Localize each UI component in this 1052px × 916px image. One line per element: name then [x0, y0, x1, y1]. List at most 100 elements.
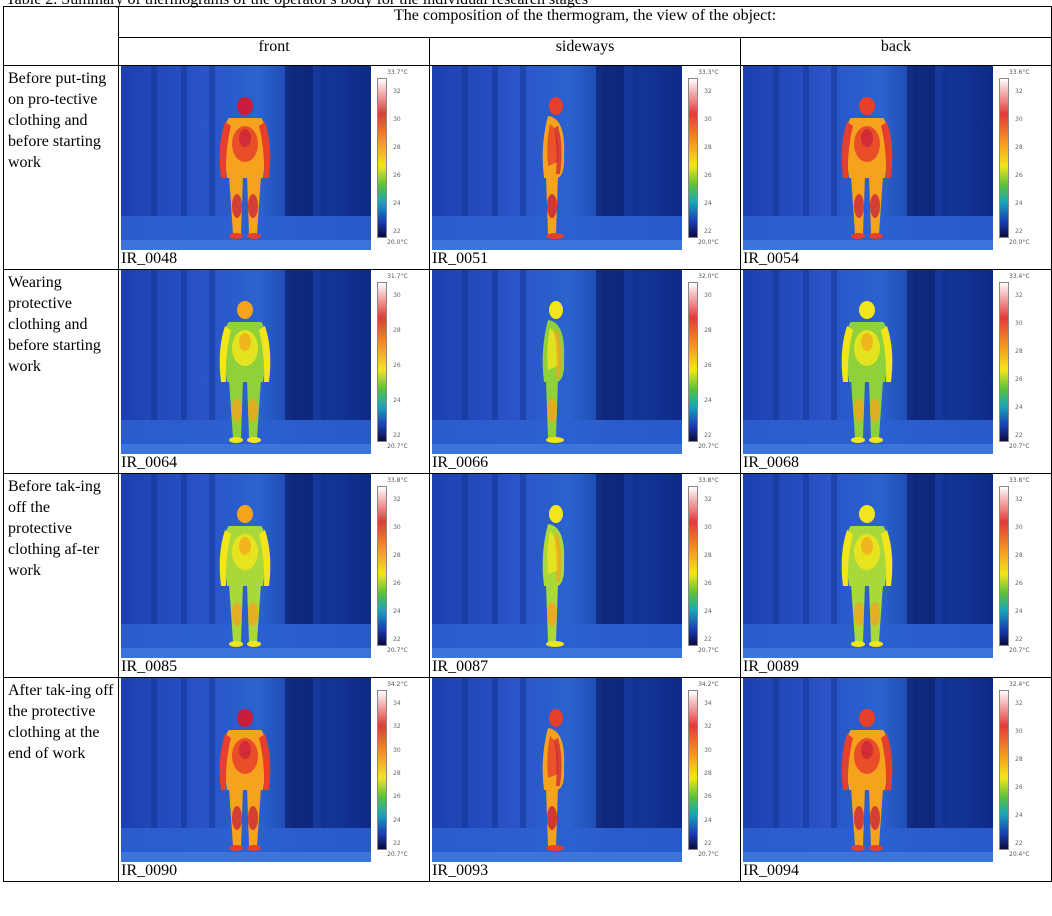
temperature-scale: 34.2°C 20.7°C 34 32 30 28 26 24 22 — [371, 678, 428, 862]
thermogram-cell: 33.7°C 20.0°C 32 30 28 26 24 22 IR_0048 — [118, 65, 431, 270]
thermogram-image: 33.8°C 20.7°C 32 30 28 26 24 22 — [121, 474, 428, 658]
super-header: The composition of the thermogram, the v… — [118, 6, 1052, 38]
scale-tick-label: 28 — [1015, 756, 1023, 763]
image-caption: IR_0048 — [121, 250, 178, 267]
image-caption: IR_0066 — [432, 454, 489, 471]
temperature-scale: 32.0°C 20.7°C 30 28 26 24 22 — [682, 270, 739, 454]
scale-min-label: 20.7°C — [698, 443, 719, 450]
scale-tick-label: 34 — [704, 700, 712, 707]
scale-tick-label: 30 — [704, 116, 712, 123]
scale-tick-label: 30 — [393, 292, 401, 299]
scale-min-label: 20.7°C — [1009, 647, 1030, 654]
scale-max-label: 33.8°C — [698, 477, 719, 484]
scale-tick-label: 22 — [393, 228, 401, 235]
image-caption: IR_0085 — [121, 658, 178, 675]
scale-tick-label: 28 — [393, 770, 401, 777]
stage-label: Before tak-ing off the protective clothi… — [2, 473, 120, 678]
scale-tick-label: 30 — [704, 746, 712, 754]
scale-tick-label: 26 — [393, 793, 401, 801]
image-caption: IR_0054 — [743, 250, 800, 267]
scale-tick-label: 26 — [393, 362, 401, 369]
scale-tick-label: 32 — [393, 88, 401, 95]
thermogram-image: 33.7°C 20.0°C 32 30 28 26 24 22 — [121, 66, 428, 250]
scale-tick-label: 30 — [393, 746, 401, 754]
column-header-front: front — [118, 37, 431, 66]
temperature-scale: 34.2°C 20.7°C 34 32 30 28 26 24 22 — [682, 678, 739, 862]
thermogram-image: 33.8°C 20.7°C 32 30 28 26 24 22 — [743, 474, 1050, 658]
thermogram-cell: 32.0°C 20.7°C 30 28 26 24 22 IR_0066 — [429, 269, 742, 474]
image-caption: IR_0089 — [743, 658, 800, 675]
image-caption: IR_0093 — [432, 862, 489, 879]
scale-tick-label: 22 — [704, 228, 712, 235]
scale-tick-label: 24 — [1015, 200, 1023, 207]
corner-cell — [2, 6, 120, 66]
thermogram-image: 32.4°C 20.4°C 32 30 28 26 24 22 — [743, 678, 1050, 862]
scale-tick-label: 30 — [1015, 524, 1023, 531]
super-header-row: The composition of the thermogram, the v… — [2, 6, 1052, 66]
image-caption: IR_0051 — [432, 250, 489, 267]
thermogram-cell: 33.8°C 20.7°C 32 30 28 26 24 22 IR_0085 — [118, 473, 431, 678]
scale-tick-label: 22 — [704, 636, 712, 643]
scale-tick-label: 28 — [1015, 348, 1023, 355]
column-header-sideways: sideways — [429, 37, 742, 66]
scale-tick-label: 26 — [393, 172, 401, 179]
scale-tick-label: 30 — [393, 524, 401, 531]
scale-tick-label: 22 — [704, 840, 712, 847]
scale-tick-label: 22 — [393, 636, 401, 643]
color-scale-bar — [688, 486, 699, 646]
color-scale-bar — [688, 282, 699, 442]
scale-tick-label: 22 — [393, 432, 401, 439]
table-caption: Table 2. Summary of thermograms of the o… — [6, 0, 588, 9]
temperature-scale: 33.6°C 20.0°C 32 30 28 26 24 22 — [993, 66, 1050, 250]
temperature-scale: 33.8°C 20.7°C 32 30 28 26 24 22 — [993, 474, 1050, 658]
scale-tick-label: 22 — [1015, 432, 1023, 439]
scale-max-label: 34.2°C — [698, 681, 719, 688]
thermogram-cell: 33.4°C 20.7°C 32 30 28 26 24 22 IR_0068 — [740, 269, 1052, 474]
scale-tick-label: 32 — [704, 88, 712, 95]
scale-tick-label: 30 — [393, 116, 401, 123]
scale-tick-label: 22 — [704, 432, 712, 439]
scale-tick-label: 28 — [704, 144, 712, 151]
scale-min-label: 20.7°C — [387, 851, 408, 858]
scale-tick-label: 32 — [704, 723, 712, 731]
image-caption: IR_0090 — [121, 862, 178, 879]
scale-max-label: 33.3°C — [698, 69, 719, 76]
scale-tick-label: 34 — [393, 700, 401, 707]
scale-tick-label: 24 — [704, 816, 712, 824]
table-row: Before put-ting on pro-tective clothing … — [2, 65, 1052, 270]
column-header-row: front sideways back — [4, 37, 1052, 66]
scale-tick-label: 28 — [704, 552, 712, 559]
scale-tick-label: 26 — [1015, 580, 1023, 587]
color-scale-bar — [999, 78, 1010, 238]
scale-max-label: 33.8°C — [1009, 477, 1030, 484]
scale-min-label: 20.7°C — [698, 851, 719, 858]
thermogram-cell: 32.4°C 20.4°C 32 30 28 26 24 22 IR_0094 — [740, 677, 1052, 882]
scale-tick-label: 26 — [704, 362, 712, 369]
color-scale-bar — [377, 690, 388, 850]
thermogram-image: 32.0°C 20.7°C 30 28 26 24 22 — [432, 270, 739, 454]
table-row: After tak-ing off the protective clothin… — [2, 677, 1052, 882]
scale-tick-label: 24 — [1015, 608, 1023, 615]
temperature-scale: 33.4°C 20.7°C 32 30 28 26 24 22 — [993, 270, 1050, 454]
scale-tick-label: 30 — [1015, 728, 1023, 735]
scale-min-label: 20.0°C — [1009, 239, 1030, 246]
scale-max-label: 33.7°C — [387, 69, 408, 76]
column-header-back: back — [740, 37, 1052, 66]
scale-min-label: 20.0°C — [387, 239, 408, 246]
scale-min-label: 20.7°C — [387, 443, 408, 450]
color-scale-bar — [688, 78, 699, 238]
thermogram-image: 31.7°C 20.7°C 30 28 26 24 22 — [121, 270, 428, 454]
scale-max-label: 33.8°C — [387, 477, 408, 484]
thermogram-cell: 34.2°C 20.7°C 34 32 30 28 26 24 22 IR_0090 — [118, 677, 431, 882]
scale-tick-label: 24 — [704, 200, 712, 207]
scale-min-label: 20.4°C — [1009, 851, 1030, 858]
temperature-scale: 33.3°C 20.0°C 32 30 28 26 24 22 — [682, 66, 739, 250]
thermogram-cell: 34.2°C 20.7°C 34 32 30 28 26 24 22 IR_0093 — [429, 677, 742, 882]
scale-tick-label: 32 — [1015, 292, 1023, 299]
thermogram-image: 34.2°C 20.7°C 34 32 30 28 26 24 22 — [432, 678, 739, 862]
scale-tick-label: 28 — [393, 144, 401, 151]
temperature-scale: 32.4°C 20.4°C 32 30 28 26 24 22 — [993, 678, 1050, 862]
scale-tick-label: 24 — [704, 397, 712, 404]
thermogram-table: The composition of the thermogram, the v… — [2, 6, 1052, 882]
stage-label: Before put-ting on pro-tective clothing … — [2, 65, 120, 270]
